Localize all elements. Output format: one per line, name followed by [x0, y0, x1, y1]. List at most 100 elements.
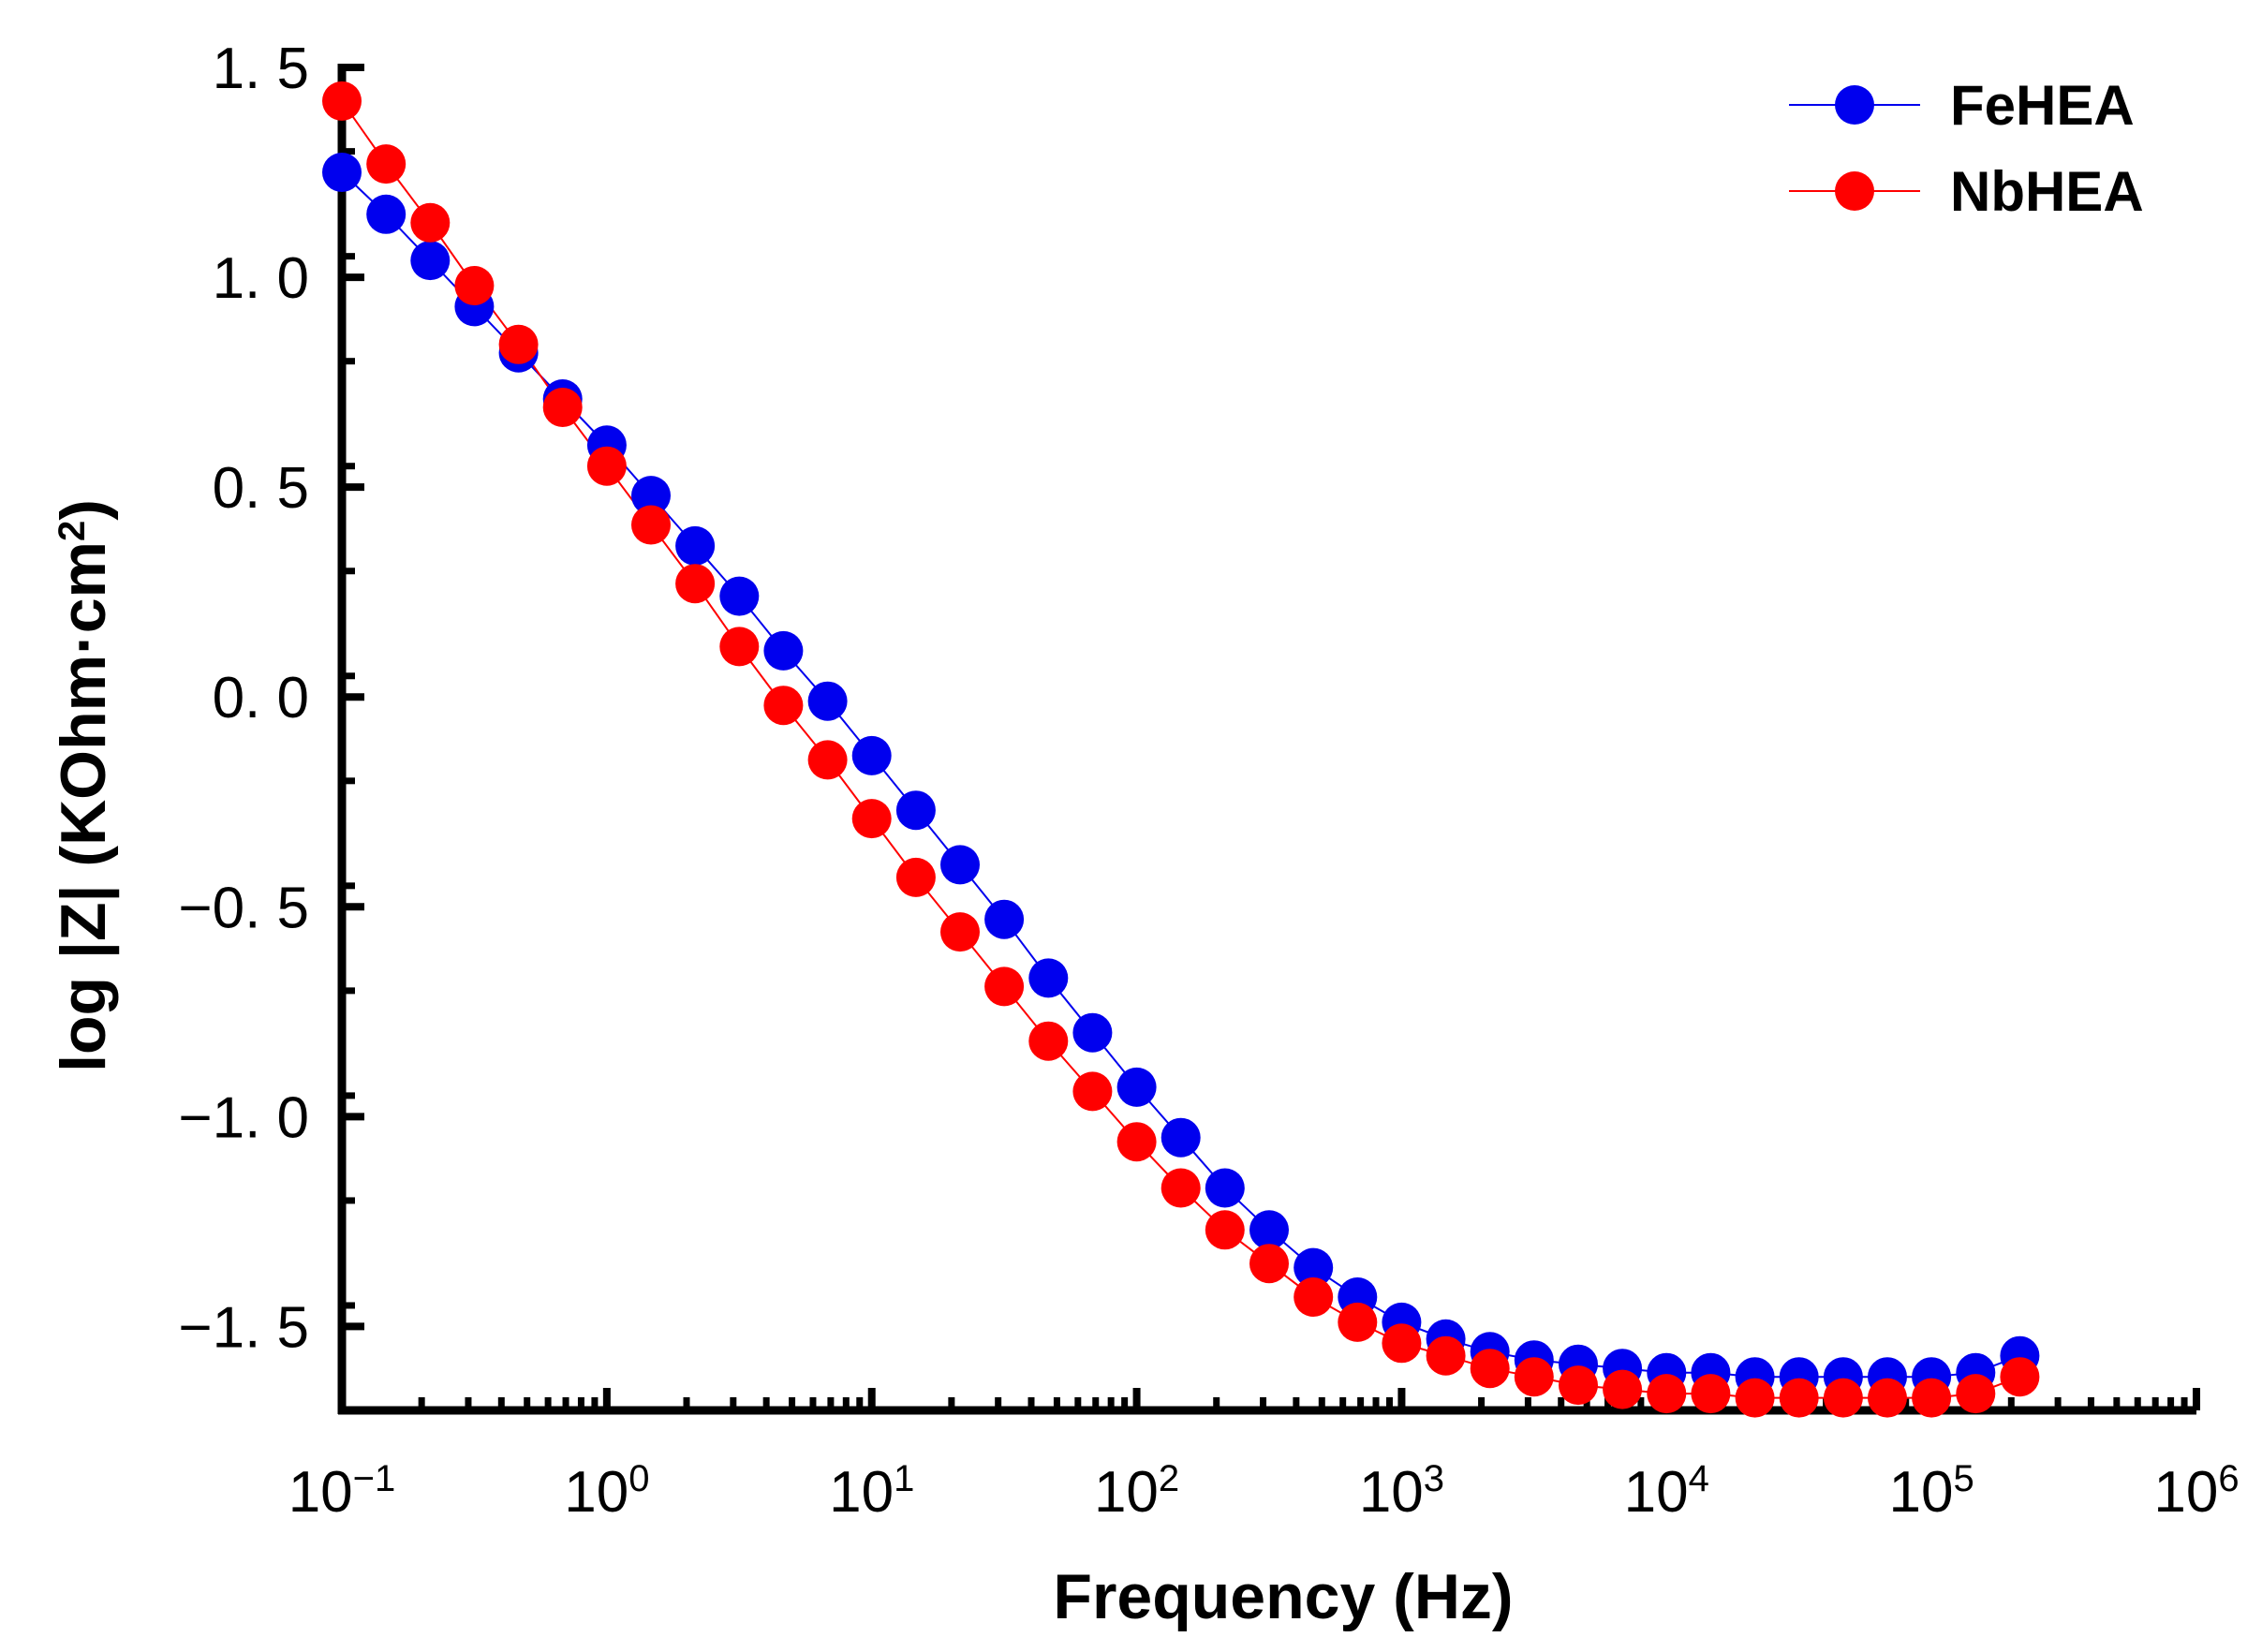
nbhea-data-point [1559, 1365, 1598, 1406]
fehea-data-point [807, 681, 848, 721]
nbhea-data-point [1735, 1378, 1775, 1418]
fehea-data-point [1161, 1117, 1201, 1158]
x-tick-base: 10 [829, 1460, 894, 1525]
fehea-data-point [984, 899, 1025, 939]
legend-fehea-marker [1835, 85, 1874, 125]
fehea-data-point [1116, 1067, 1157, 1107]
x-tick-exponent: 5 [1954, 1458, 1974, 1499]
y-tick-label: 1. 5 [213, 37, 309, 101]
nbhea-data-point [719, 627, 760, 667]
x-tick-label: 101 [829, 1458, 914, 1525]
y-axis-title-end: ) [48, 499, 119, 521]
x-tick-base: 10 [564, 1460, 628, 1525]
nbhea-data-point [498, 324, 539, 364]
x-axis-title: Frequency (Hz) [1053, 1561, 1513, 1632]
y-tick-label: −1. 0 [178, 1085, 309, 1150]
nbhea-data-point [1294, 1277, 1334, 1317]
nbhea-data-point [1956, 1374, 1996, 1414]
fehea-data-point [763, 630, 804, 671]
x-tick-exponent: 2 [1159, 1458, 1179, 1499]
legend-nbhea-marker [1835, 171, 1874, 211]
y-axis-title-main: log |Z| (KOhm·cm [48, 541, 120, 1072]
nbhea-data-point [1338, 1302, 1378, 1342]
nbhea-data-point [322, 81, 362, 121]
legend-nbhea-label: NbHEA [1950, 160, 2144, 223]
fehea-data-point [366, 194, 407, 234]
nbhea-data-point [1823, 1378, 1863, 1418]
fehea-data-point [410, 241, 451, 281]
x-tick-base: 10 [1359, 1460, 1424, 1525]
nbhea-data-point [454, 266, 495, 305]
nbhea-data-point [763, 686, 804, 726]
x-tick-exponent: −1 [353, 1458, 396, 1499]
nbhea-data-point [1161, 1168, 1201, 1208]
nbhea-data-point [1647, 1374, 1687, 1414]
x-tick-base: 10 [1624, 1460, 1689, 1525]
fehea-data-point [940, 845, 980, 885]
x-tick-exponent: 6 [2218, 1458, 2239, 1499]
series-layer [322, 81, 2040, 1418]
x-tick-base: 10 [1889, 1460, 1954, 1525]
y-axis-title-sup: 2 [52, 521, 93, 541]
x-tick-exponent: 4 [1689, 1458, 1709, 1499]
fehea-data-point [322, 153, 362, 192]
nbhea-data-point [940, 912, 980, 952]
nbhea-data-point [2000, 1357, 2040, 1397]
x-tick-base: 10 [1094, 1460, 1159, 1525]
nbhea-data-point [1603, 1369, 1643, 1409]
x-tick-label: 10−1 [288, 1458, 396, 1525]
y-tick-label: 1. 0 [213, 246, 309, 311]
x-tick-exponent: 1 [894, 1458, 914, 1499]
x-tick-base: 10 [288, 1460, 353, 1525]
y-axis-title: log |Z| (KOhm·cm2) [48, 499, 120, 1072]
x-tick-exponent: 3 [1424, 1458, 1444, 1499]
fehea-data-point [1294, 1247, 1334, 1288]
fehea-data-point [631, 476, 671, 516]
nbhea-data-point [851, 799, 892, 839]
nbhea-data-point [1116, 1122, 1157, 1162]
nbhea-data-point [1868, 1378, 1907, 1418]
legend-fehea-label: FeHEA [1950, 74, 2135, 137]
nbhea-data-point [1028, 1021, 1069, 1061]
nbhea-data-point [1691, 1374, 1731, 1414]
nbhea-data-point [1514, 1357, 1554, 1397]
nbhea-data-point [410, 202, 451, 243]
nbhea-data-point [984, 966, 1025, 1007]
nbhea-data-point [1382, 1323, 1422, 1364]
x-tick-label: 106 [2153, 1458, 2239, 1525]
nbhea-data-point [807, 740, 848, 780]
nbhea-data-point [1249, 1244, 1289, 1284]
fehea-data-point [1249, 1210, 1289, 1250]
nbhea-data-point [366, 144, 407, 184]
nbhea-data-point [1470, 1349, 1510, 1389]
x-tick-base: 10 [2153, 1460, 2218, 1525]
fehea-data-point [675, 525, 716, 566]
y-tick-label: −0. 5 [178, 876, 309, 940]
fehea-data-point [1072, 1012, 1113, 1053]
y-tick-label: 0. 0 [213, 666, 309, 730]
fehea-data-point [851, 735, 892, 775]
nbhea-data-point [895, 857, 936, 897]
nbhea-data-point [586, 446, 627, 486]
fehea-data-point [719, 576, 760, 616]
x-tick-label: 103 [1359, 1458, 1444, 1525]
nbhea-data-point [1779, 1378, 1819, 1418]
fehea-data-point [895, 790, 936, 831]
x-tick-label: 102 [1094, 1458, 1179, 1525]
axes: 1. 51. 00. 50. 0−0. 5−1. 0−1. 510−1 100 10… [178, 37, 2239, 1525]
x-tick-label: 104 [1624, 1458, 1709, 1525]
y-tick-label: −1. 5 [178, 1295, 309, 1360]
x-tick-label: 100 [564, 1458, 649, 1525]
x-tick-label: 105 [1889, 1458, 1974, 1525]
nbhea-data-point [675, 564, 716, 604]
legend: FeHEA NbHEA [1789, 74, 2144, 223]
nbhea-data-point [1912, 1378, 1952, 1418]
nbhea-data-point [542, 388, 583, 427]
fehea-data-point [1028, 958, 1069, 998]
y-tick-label: 0. 5 [213, 456, 309, 521]
nbhea-data-point [631, 505, 671, 545]
fehea-data-point [1205, 1168, 1245, 1208]
nbhea-data-point [1426, 1335, 1466, 1376]
nbhea-data-point [1205, 1210, 1245, 1250]
